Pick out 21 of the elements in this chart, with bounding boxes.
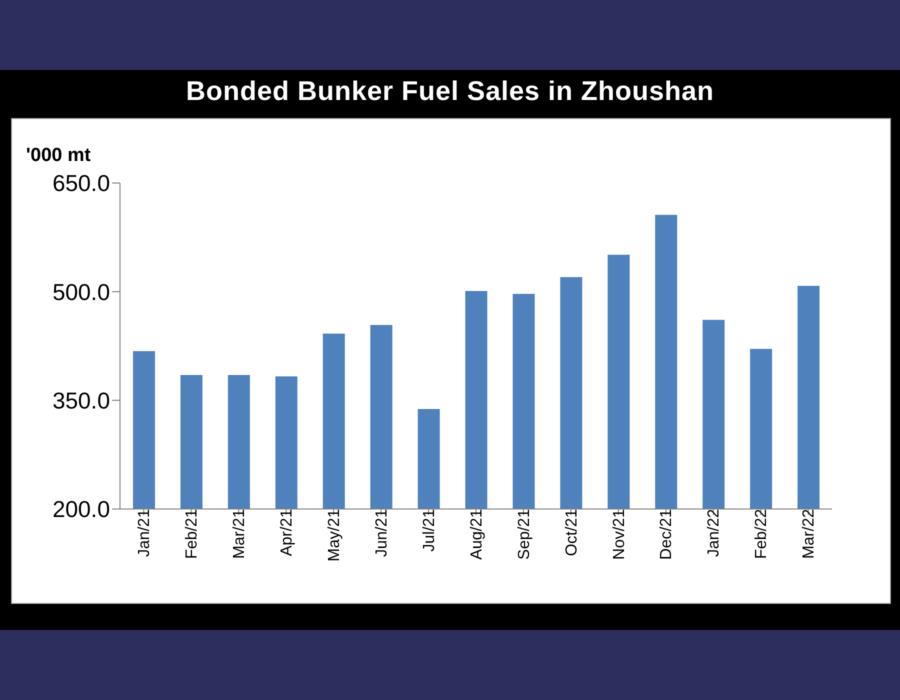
- x-tick-label: Jun/21: [373, 508, 390, 558]
- x-tick-label: Jan/22: [706, 508, 723, 558]
- y-axis-title: '000 mt: [26, 145, 91, 167]
- y-tick-label: 200.0: [52, 496, 110, 522]
- x-tick-label: Dec/21: [658, 508, 676, 560]
- x-tick-label: Feb/22: [753, 508, 770, 559]
- x-tick-label: Oct/21: [563, 508, 580, 556]
- x-tick-label: Nov/21: [610, 508, 628, 560]
- x-tick-label: Jul/21: [420, 508, 438, 552]
- x-tick-label: Jan/21: [136, 508, 154, 558]
- x-tick-label: Mar/21: [231, 508, 248, 559]
- x-tick-label: Aug/21: [468, 508, 486, 560]
- y-tick-label: 650.0: [52, 170, 110, 196]
- y-tick-label: 500.0: [52, 278, 110, 305]
- x-tick-label: Feb/21: [184, 508, 201, 559]
- x-tick-label: May/21: [326, 508, 343, 562]
- x-tick-label: Mar/22: [800, 508, 818, 559]
- x-tick-label: Apr/21: [278, 508, 296, 556]
- x-tick-label: Sep/21: [516, 508, 533, 560]
- chart-title: Bonded Bunker Fuel Sales in Zhoushan: [184, 76, 716, 107]
- y-tick-label: 350.0: [52, 388, 110, 414]
